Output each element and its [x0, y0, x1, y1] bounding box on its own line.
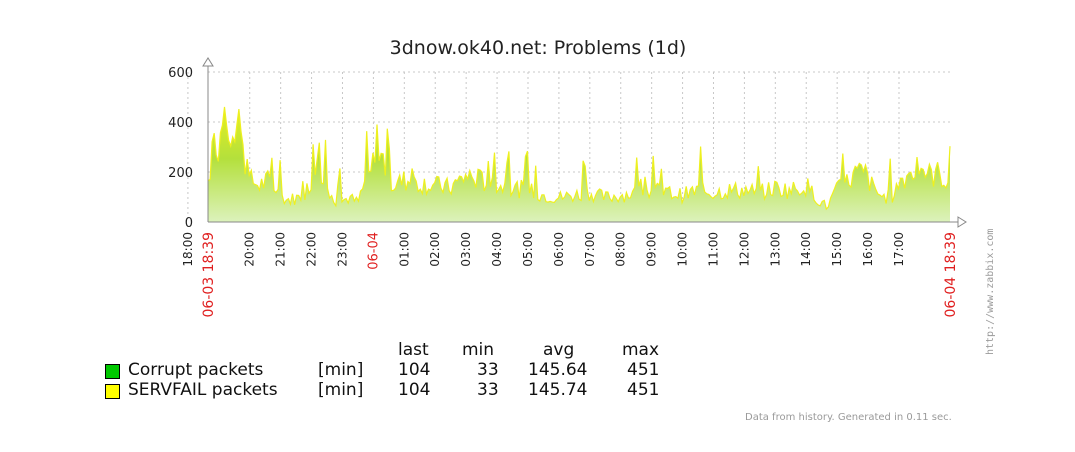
x-tick-label: 04:00 [490, 232, 504, 267]
x-tick-label: 01:00 [397, 232, 411, 267]
x-date-label: 06-04 [366, 232, 381, 270]
y-tick-label: 0 [185, 216, 193, 231]
chart: 3dnow.ok40.net: Problems (1d) 0 200 400 600… [168, 37, 967, 317]
legend-min: 33 [477, 380, 499, 400]
x-range-start-label: 06-03 18:39 [201, 232, 217, 317]
x-ticks: 20:00 21:00 22:00 23:00 01:00 02:00 03:00 04:00… [181, 232, 959, 317]
x-range-end-label: 06-04 18:39 [943, 232, 959, 317]
x-tick-label: 02:00 [428, 232, 442, 267]
footer-text: Data from history. Generated in 0.11 sec… [745, 412, 952, 423]
legend-swatch-servfail [105, 384, 120, 399]
area-fill [208, 107, 950, 222]
x-tick-label: 13:00 [768, 232, 782, 267]
y-ticks: 0 200 400 600 [168, 66, 193, 231]
x-tick-label: 15:00 [830, 232, 844, 267]
x-tick-label: 20:00 [243, 232, 257, 267]
legend-last: 104 [398, 380, 431, 400]
legend-unit: [min] [318, 380, 364, 400]
legend-max: 451 [627, 360, 660, 380]
legend-min: 33 [477, 360, 499, 380]
y-axis-arrow [202, 57, 214, 67]
x-tick-label: 03:00 [459, 232, 473, 267]
x-tick-label: 06:00 [552, 232, 566, 267]
legend-avg: 145.74 [528, 380, 588, 400]
x-tick-label: 12:00 [737, 232, 751, 267]
x-axis-arrow [957, 216, 967, 228]
legend-name: SERVFAIL packets [128, 380, 278, 400]
watermark-link[interactable]: http://www.zabbix.com [985, 228, 996, 355]
x-tick-label: 07:00 [583, 232, 597, 267]
x-tick-label: 14:00 [799, 232, 813, 267]
x-tick-label: 16:00 [861, 232, 875, 267]
y-tick-label: 400 [168, 116, 193, 131]
x-tick-label: 05:00 [521, 232, 535, 267]
legend-max: 451 [627, 380, 660, 400]
legend-swatch-corrupt [105, 364, 120, 379]
header-last: last [398, 340, 429, 360]
x-tick-label: 08:00 [614, 232, 628, 267]
legend-last: 104 [398, 360, 431, 380]
header-min: min [462, 340, 495, 360]
x-tick-label: 11:00 [706, 232, 720, 267]
series-area [207, 106, 951, 222]
y-tick-label: 600 [168, 66, 193, 81]
x-tick-label: 09:00 [645, 232, 659, 267]
legend-unit: [min] [318, 360, 364, 380]
series-line-servfail [207, 106, 951, 211]
x-tick-label: 18:00 [181, 232, 195, 267]
x-tick-label: 17:00 [892, 232, 906, 267]
x-tick-label: 23:00 [335, 232, 349, 267]
axes [202, 57, 967, 228]
legend-name: Corrupt packets [128, 360, 264, 380]
x-tick-label: 21:00 [274, 232, 288, 267]
chart-title: 3dnow.ok40.net: Problems (1d) [390, 37, 687, 59]
legend-avg: 145.64 [528, 360, 588, 380]
x-tick-label: 22:00 [305, 232, 319, 267]
header-avg: avg [543, 340, 575, 360]
x-tick-label: 10:00 [676, 232, 690, 267]
y-tick-label: 200 [168, 166, 193, 181]
header-max: max [622, 340, 660, 360]
